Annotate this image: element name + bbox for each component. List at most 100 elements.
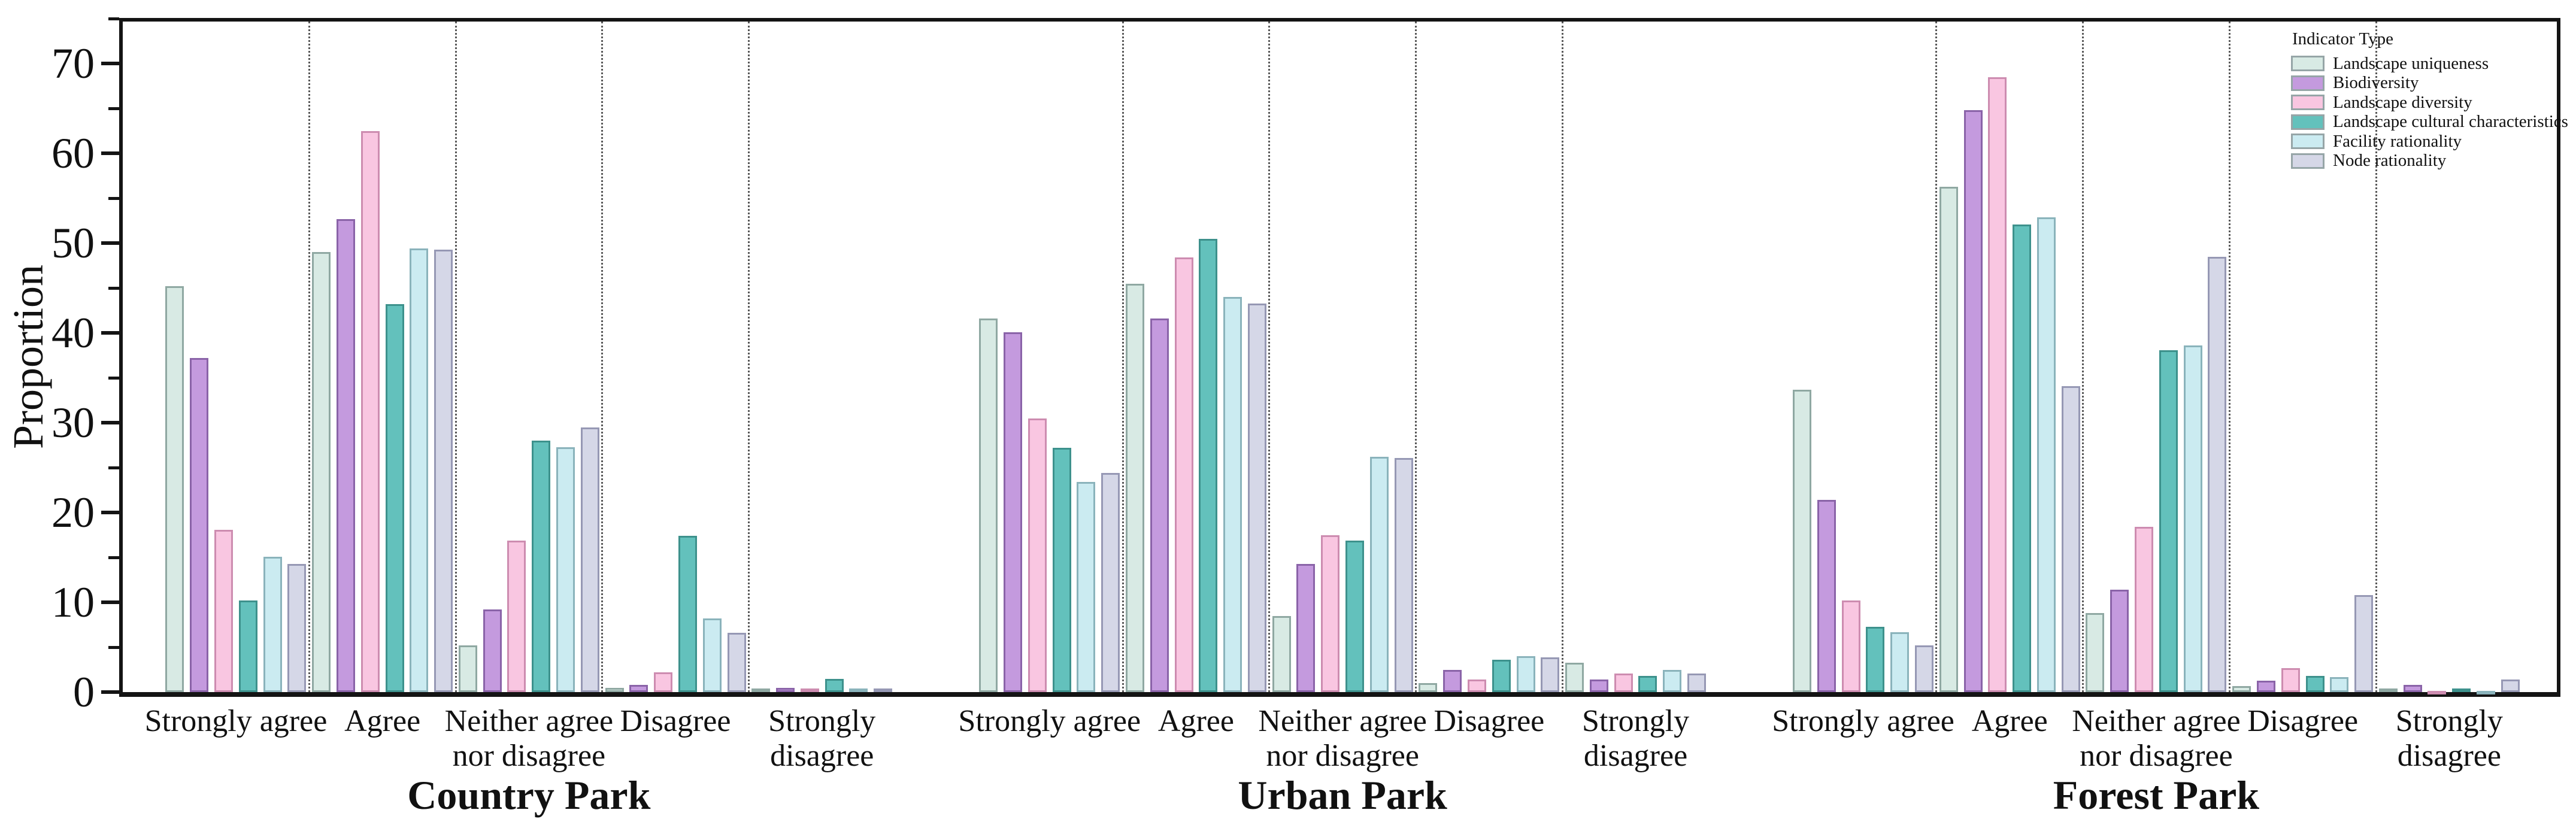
y-tick-minor bbox=[108, 107, 119, 110]
bar bbox=[580, 427, 599, 692]
bar bbox=[1394, 457, 1413, 692]
bar bbox=[190, 358, 209, 692]
legend-item: Node rationality bbox=[2291, 151, 2568, 171]
bar bbox=[849, 688, 868, 692]
x-category-label: Strongly disagree bbox=[768, 704, 876, 773]
bar bbox=[1817, 500, 1836, 692]
bar bbox=[1199, 238, 1218, 692]
category-separator bbox=[1561, 22, 1563, 692]
bar bbox=[2086, 613, 2105, 692]
x-category-label: Disagree bbox=[1434, 704, 1545, 738]
bar bbox=[2135, 527, 2154, 692]
bar bbox=[1988, 77, 2007, 692]
bar bbox=[2281, 668, 2300, 692]
bar bbox=[1687, 673, 1706, 692]
bar bbox=[1443, 669, 1462, 692]
legend-item: Biodiversity bbox=[2291, 73, 2568, 93]
category-separator bbox=[601, 22, 604, 692]
x-category-label: Strongly agree bbox=[958, 704, 1141, 738]
bar bbox=[2013, 224, 2032, 692]
category-separator bbox=[1268, 22, 1271, 692]
bar bbox=[1663, 669, 1682, 692]
bar bbox=[1915, 645, 1933, 692]
bar bbox=[1028, 418, 1047, 692]
legend-color-swatch bbox=[2291, 95, 2325, 111]
y-tick-major bbox=[101, 600, 119, 604]
y-tick-minor bbox=[108, 556, 119, 559]
bar bbox=[1321, 535, 1340, 692]
bar bbox=[1369, 457, 1389, 692]
bar bbox=[2061, 386, 2080, 692]
bar bbox=[2354, 595, 2374, 692]
bar bbox=[825, 678, 844, 692]
x-category-label: Strongly agree bbox=[144, 704, 328, 738]
bar bbox=[1614, 673, 1633, 692]
bar bbox=[751, 688, 771, 692]
x-category-label: Disagree bbox=[620, 704, 731, 738]
category-separator bbox=[454, 22, 457, 692]
bar bbox=[1077, 482, 1096, 692]
bar bbox=[1125, 283, 1144, 692]
x-category-label: Disagree bbox=[2247, 704, 2359, 738]
x-category-label: Strongly disagree bbox=[2395, 704, 2503, 773]
bar bbox=[360, 131, 380, 692]
legend-item-label: Landscape cultural characteristics bbox=[2333, 112, 2568, 132]
bar bbox=[2452, 688, 2471, 692]
y-tick-label: 60 bbox=[51, 129, 95, 177]
x-category-label: Neither agree nor disagree bbox=[2072, 704, 2241, 773]
bar bbox=[2159, 350, 2178, 692]
bar bbox=[1939, 186, 1958, 692]
bar bbox=[556, 447, 575, 692]
legend-item-label: Landscape diversity bbox=[2333, 92, 2472, 112]
bar bbox=[702, 618, 722, 692]
y-tick-major bbox=[101, 421, 119, 424]
bar bbox=[312, 252, 331, 692]
legend: Indicator Type Landscape uniqueness Biodi… bbox=[2291, 29, 2568, 171]
bar bbox=[1174, 257, 1193, 692]
y-tick-label: 40 bbox=[51, 309, 95, 357]
y-tick-major bbox=[101, 331, 119, 335]
bar bbox=[287, 563, 307, 692]
bar bbox=[1866, 626, 1885, 692]
bar bbox=[507, 540, 526, 692]
bar bbox=[1565, 662, 1584, 692]
y-tick-minor bbox=[108, 286, 119, 290]
legend-color-swatch bbox=[2291, 153, 2325, 169]
y-tick-minor bbox=[108, 17, 119, 20]
bar bbox=[1419, 683, 1438, 692]
bar bbox=[654, 672, 673, 692]
bar bbox=[1296, 563, 1316, 692]
y-tick-major bbox=[101, 62, 119, 65]
bar bbox=[2036, 217, 2056, 692]
bar bbox=[2427, 691, 2447, 694]
bar bbox=[165, 286, 184, 692]
y-tick-label: 20 bbox=[51, 489, 95, 536]
bar bbox=[238, 600, 257, 692]
y-tick-label: 30 bbox=[51, 399, 95, 447]
legend-item: Landscape diversity bbox=[2291, 93, 2568, 113]
y-tick-label: 10 bbox=[51, 578, 95, 626]
bar bbox=[1467, 680, 1486, 692]
y-tick-major bbox=[101, 690, 119, 694]
x-category-label: Neither agree nor disagree bbox=[1258, 704, 1427, 773]
y-tick-major bbox=[101, 511, 119, 514]
category-separator bbox=[1122, 22, 1124, 692]
legend-item-label: Node rationality bbox=[2333, 151, 2447, 171]
plot-area bbox=[119, 18, 2560, 697]
y-tick-major bbox=[101, 241, 119, 245]
legend-title: Indicator Type bbox=[2292, 29, 2393, 48]
legend-color-swatch bbox=[2291, 134, 2325, 150]
bar bbox=[1890, 632, 1910, 692]
bar bbox=[874, 688, 893, 692]
y-tick-minor bbox=[108, 196, 119, 200]
bar bbox=[410, 248, 429, 692]
bar bbox=[1004, 332, 1023, 692]
bar bbox=[629, 685, 648, 692]
y-tick-label: 50 bbox=[51, 219, 95, 267]
bar bbox=[2183, 345, 2202, 692]
panel-title: Country Park bbox=[407, 772, 651, 818]
legend-item-label: Biodiversity bbox=[2333, 73, 2419, 93]
category-separator bbox=[2228, 22, 2230, 692]
bar bbox=[1052, 448, 1071, 692]
bar bbox=[1345, 540, 1365, 692]
